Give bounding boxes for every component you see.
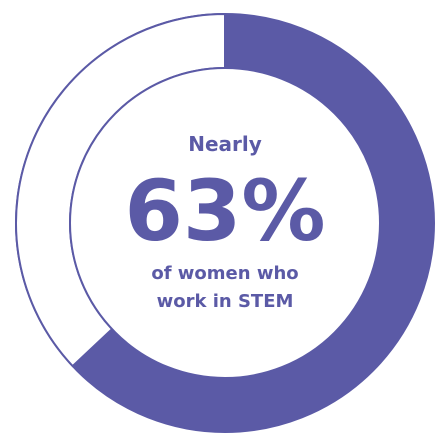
annotation-prefix: Nearly — [188, 132, 262, 156]
donut-slice-63-percent — [72, 14, 435, 432]
donut-inner-outline — [69, 67, 381, 379]
annotation-caption-line-2: work in STEM — [157, 291, 294, 312]
annotation-value: 63% — [124, 162, 325, 260]
annotation-caption-line-1: of women who — [151, 263, 298, 284]
